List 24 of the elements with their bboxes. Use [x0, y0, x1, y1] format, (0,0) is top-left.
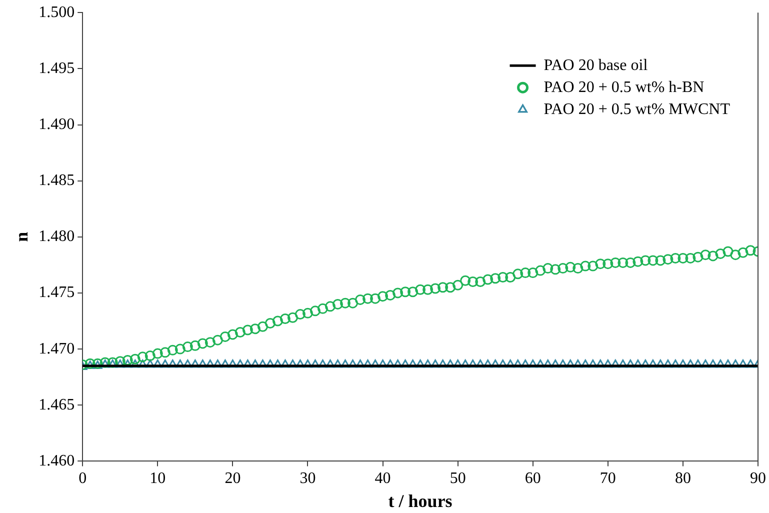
y-tick-label: 1.495: [38, 60, 75, 77]
legend-label: PAO 20 + 0.5 wt% h-BN: [544, 78, 705, 96]
x-tick-label: 80: [674, 470, 691, 488]
x-tick-label: 60: [524, 470, 541, 488]
x-axis-title: t / hours: [388, 490, 452, 511]
x-tick-label: 20: [224, 470, 241, 488]
x-tick-label: 0: [78, 470, 87, 488]
x-tick-label: 10: [150, 470, 166, 488]
legend-label: PAO 20 + 0.5 wt% MWCNT: [544, 100, 730, 118]
legend-label: PAO 20 base oil: [544, 56, 648, 74]
y-tick-label: 1.465: [38, 396, 75, 414]
y-tick-label: 1.460: [38, 452, 75, 470]
y-tick-label: 1.500: [38, 4, 75, 21]
y-tick-label: 1.490: [38, 116, 75, 133]
y-axis-title: n: [11, 232, 32, 242]
x-tick-label: 30: [300, 470, 316, 488]
y-tick-label: 1.485: [38, 172, 75, 190]
y-tick-label: 1.475: [38, 284, 75, 302]
x-tick-label: 70: [600, 470, 616, 488]
x-tick-label: 90: [750, 470, 766, 488]
y-tick-label: 1.470: [38, 340, 75, 358]
y-tick-label: 1.480: [38, 228, 75, 246]
x-tick-label: 50: [450, 470, 466, 488]
x-tick-label: 40: [374, 470, 391, 488]
